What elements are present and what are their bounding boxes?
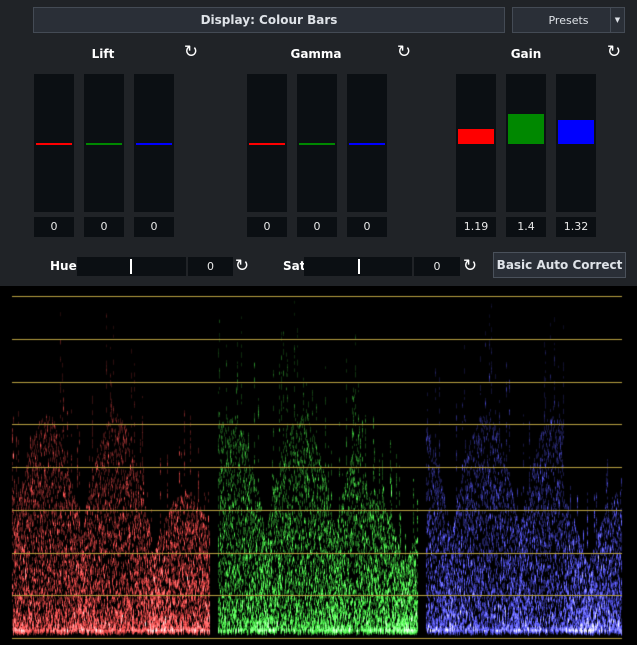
gamma-label: Gamma bbox=[290, 47, 342, 61]
gamma-green-slider[interactable] bbox=[297, 74, 337, 212]
lift-label: Lift bbox=[91, 47, 115, 61]
display-selector[interactable]: Display: Colour Bars bbox=[33, 7, 505, 33]
lift-green-value[interactable]: 0 bbox=[84, 217, 124, 237]
lift-green-slider[interactable] bbox=[84, 74, 124, 212]
presets-label: Presets bbox=[548, 13, 589, 27]
rgb-parade-waveform bbox=[0, 286, 637, 645]
gain-red-slider[interactable] bbox=[456, 74, 496, 212]
gain-label: Gain bbox=[510, 47, 542, 61]
gamma-red-value[interactable]: 0 bbox=[247, 217, 287, 237]
display-label: Display: Colour Bars bbox=[200, 13, 338, 27]
basic-auto-correct-label: Basic Auto Correct bbox=[496, 258, 623, 272]
gain-green-value[interactable]: 1.4 bbox=[506, 217, 546, 237]
hue-slider-thumb[interactable] bbox=[130, 259, 132, 274]
basic-auto-correct-button[interactable]: Basic Auto Correct bbox=[493, 252, 626, 278]
gain-blue-slider[interactable] bbox=[556, 74, 596, 212]
hue-slider[interactable] bbox=[77, 257, 186, 276]
hue-label: Hue bbox=[50, 259, 77, 273]
gamma-blue-slider[interactable] bbox=[347, 74, 387, 212]
sat-reset-icon[interactable]: ↻ bbox=[462, 256, 478, 276]
lift-red-slider[interactable] bbox=[34, 74, 74, 212]
lift-blue-slider[interactable] bbox=[134, 74, 174, 212]
lift-reset-icon[interactable]: ↻ bbox=[183, 42, 199, 62]
gain-reset-icon[interactable]: ↻ bbox=[606, 42, 622, 62]
hue-reset-icon[interactable]: ↻ bbox=[234, 256, 250, 276]
sat-value[interactable]: 0 bbox=[414, 257, 460, 276]
gain-green-slider[interactable] bbox=[506, 74, 546, 212]
gamma-reset-icon[interactable]: ↻ bbox=[396, 42, 412, 62]
gain-blue-value[interactable]: 1.32 bbox=[556, 217, 596, 237]
sat-slider-thumb[interactable] bbox=[358, 259, 360, 274]
sat-label: Sat bbox=[283, 259, 306, 273]
sat-slider[interactable] bbox=[304, 257, 412, 276]
lift-red-value[interactable]: 0 bbox=[34, 217, 74, 237]
gamma-green-value[interactable]: 0 bbox=[297, 217, 337, 237]
gamma-blue-value[interactable]: 0 bbox=[347, 217, 387, 237]
caret-down-icon: ▼ bbox=[610, 8, 624, 32]
gain-red-value[interactable]: 1.19 bbox=[456, 217, 496, 237]
lift-blue-value[interactable]: 0 bbox=[134, 217, 174, 237]
hue-value[interactable]: 0 bbox=[188, 257, 233, 276]
color-correction-panel: Display: Colour Bars Presets ▼ Lift ↻ Gam… bbox=[0, 0, 637, 286]
presets-dropdown[interactable]: Presets ▼ bbox=[512, 7, 625, 33]
gamma-red-slider[interactable] bbox=[247, 74, 287, 212]
